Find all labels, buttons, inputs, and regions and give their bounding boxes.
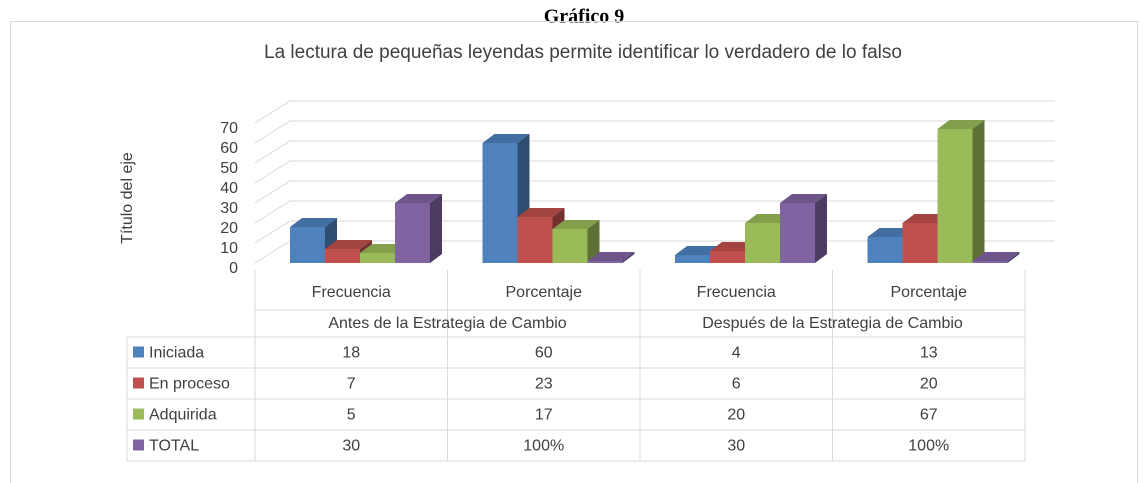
legend-swatch [133, 377, 144, 389]
bar-side [622, 252, 635, 263]
group-label: Después de la Estrategia de Cambio [702, 315, 963, 332]
table-value: 5 [347, 407, 356, 424]
x-tick-label: Frecuencia [312, 284, 391, 301]
bar [675, 255, 710, 263]
bar [745, 223, 780, 263]
table-value: 13 [920, 345, 938, 362]
bar-side [587, 220, 600, 263]
legend-label: Iniciada [149, 345, 204, 362]
grid-line [254, 180, 1055, 204]
bar [482, 143, 518, 263]
table-value: 17 [535, 407, 553, 424]
y-axis-title: Título del eje [119, 152, 136, 244]
y-tick-label: 70 [220, 120, 238, 137]
legend-label: Adquirida [149, 407, 217, 424]
table-value: 4 [732, 345, 741, 362]
bar [290, 227, 325, 263]
bar-top [517, 208, 565, 217]
y-tick-label: 10 [220, 240, 238, 257]
grid-line [254, 160, 1055, 184]
table-value: 100% [908, 438, 949, 455]
bar-top [482, 134, 530, 143]
bar [937, 129, 973, 263]
y-tick-label: 30 [220, 200, 238, 217]
table-value: 30 [342, 438, 360, 455]
table-value: 18 [342, 345, 360, 362]
bar [902, 223, 938, 263]
table-value: 23 [535, 376, 553, 393]
chart-title: La lectura de pequeñas leyendas permite … [264, 42, 902, 63]
legend-swatch [133, 346, 144, 358]
bar [972, 261, 1008, 263]
bar-top [325, 240, 372, 249]
bar [517, 217, 553, 263]
grid-line [254, 140, 1055, 164]
bar-top [395, 194, 442, 203]
table-value: 20 [920, 376, 938, 393]
table-value: 67 [920, 407, 938, 424]
legend-label: En proceso [149, 376, 230, 393]
table-value: 100% [523, 438, 564, 455]
chart-border [10, 21, 1138, 483]
table-value: 20 [727, 407, 745, 424]
bar-side [1007, 252, 1020, 263]
x-tick-label: Porcentaje [891, 284, 968, 301]
x-tick-label: Frecuencia [697, 284, 776, 301]
y-tick-label: 50 [220, 160, 238, 177]
bar [587, 261, 623, 263]
legend-swatch [133, 408, 144, 420]
table-value: 60 [535, 345, 553, 362]
bar [710, 251, 745, 263]
bar-side [430, 194, 442, 263]
bar-top [552, 220, 600, 229]
grid-line [254, 100, 1055, 124]
legend-swatch [133, 439, 144, 451]
table-value: 30 [727, 438, 745, 455]
bar [325, 249, 360, 263]
heading: Gráfico 9 [544, 6, 625, 28]
bar-side [815, 194, 827, 263]
bar-side [972, 120, 985, 263]
bar [552, 229, 588, 263]
table-value: 7 [347, 376, 356, 393]
grid-line [254, 120, 1055, 144]
y-tick-label: 60 [220, 140, 238, 157]
table-value: 6 [732, 376, 741, 393]
y-tick-label: 0 [229, 260, 238, 277]
x-tick-label: Porcentaje [506, 284, 583, 301]
bar-top [780, 194, 827, 203]
y-tick-label: 40 [220, 180, 238, 197]
y-tick-label: 20 [220, 220, 238, 237]
bar [395, 203, 430, 263]
bar [780, 203, 815, 263]
bar-top [290, 218, 337, 227]
bar [360, 253, 395, 263]
legend-label: TOTAL [149, 438, 199, 455]
bar-top [972, 252, 1020, 261]
bar-top [587, 252, 635, 261]
bar-top [937, 120, 985, 129]
bar [867, 237, 903, 263]
group-label: Antes de la Estrategia de Cambio [328, 315, 566, 332]
